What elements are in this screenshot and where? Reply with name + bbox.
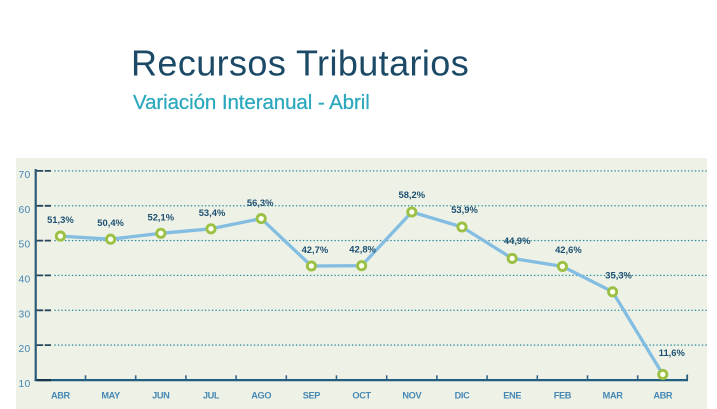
svg-text:SEP: SEP (303, 390, 321, 400)
svg-text:52,1%: 52,1% (148, 211, 175, 222)
svg-text:51,3%: 51,3% (47, 214, 74, 225)
svg-text:AGO: AGO (251, 390, 271, 400)
svg-text:53,9%: 53,9% (451, 204, 478, 215)
svg-text:42,7%: 42,7% (302, 244, 329, 255)
svg-text:OCT: OCT (352, 390, 371, 400)
svg-text:20: 20 (18, 344, 30, 355)
svg-text:40: 40 (18, 274, 30, 285)
svg-text:50,4%: 50,4% (97, 217, 124, 228)
svg-text:MAY: MAY (101, 390, 120, 400)
svg-text:42,6%: 42,6% (555, 244, 582, 255)
svg-text:MAR: MAR (603, 390, 624, 400)
svg-text:ENE: ENE (503, 390, 521, 400)
svg-text:35,3%: 35,3% (605, 270, 632, 281)
svg-text:56,3%: 56,3% (247, 197, 274, 208)
svg-text:60: 60 (18, 205, 30, 216)
svg-text:JUL: JUL (203, 390, 220, 400)
svg-text:FEB: FEB (554, 390, 572, 400)
svg-text:42,8%: 42,8% (349, 244, 376, 255)
svg-text:70: 70 (18, 170, 30, 181)
svg-text:Variación Interanual - Abril: Variación Interanual - Abril (133, 91, 370, 114)
svg-text:JUN: JUN (152, 390, 170, 400)
svg-text:Recursos Tributarios: Recursos Tributarios (131, 43, 469, 84)
svg-text:50: 50 (18, 240, 30, 251)
svg-text:NOV: NOV (402, 390, 422, 400)
svg-text:44,9%: 44,9% (504, 235, 531, 246)
svg-text:30: 30 (18, 309, 30, 320)
svg-text:DIC: DIC (455, 390, 470, 400)
svg-text:ABR: ABR (653, 390, 673, 400)
svg-text:ABR: ABR (51, 390, 71, 400)
svg-text:10: 10 (18, 379, 30, 390)
svg-text:58,2%: 58,2% (399, 189, 426, 200)
svg-text:11,6%: 11,6% (659, 347, 686, 358)
svg-text:53,4%: 53,4% (199, 207, 226, 218)
